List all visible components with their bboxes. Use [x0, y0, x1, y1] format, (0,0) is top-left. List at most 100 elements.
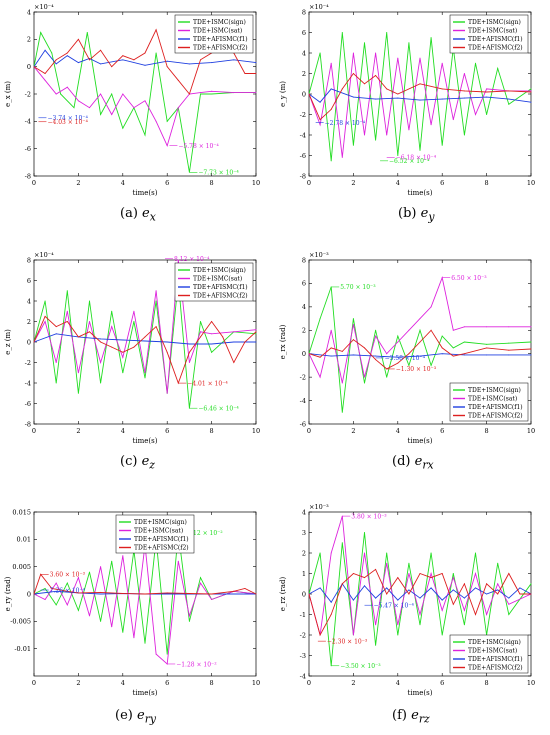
data-point: [508, 354, 510, 356]
data-point: [122, 356, 124, 358]
data-point: [55, 93, 57, 95]
data-point: [100, 49, 102, 51]
annotation-label: 7.26 × 10⁻⁴: [50, 587, 86, 594]
data-point: [55, 382, 57, 384]
data-point: [486, 583, 488, 585]
data-point: [188, 351, 190, 353]
data-point: [77, 100, 79, 102]
data-point: [66, 582, 68, 584]
legend-label: TDE+ISMC(sign): [193, 267, 246, 274]
legend-label: TDE+AFISMC(f2): [193, 45, 248, 52]
data-point: [77, 62, 79, 64]
legend-label: TDE+AFISMC(f2): [468, 413, 523, 420]
data-point: [408, 42, 410, 44]
data-point: [452, 603, 454, 605]
data-point: [530, 90, 532, 92]
data-point: [508, 90, 510, 92]
data-point: [486, 614, 488, 615]
data-point: [144, 336, 146, 338]
data-point: [419, 355, 421, 357]
data-point: [308, 593, 310, 595]
annotation-label: −1.28 × 10⁻²: [176, 661, 217, 668]
data-point: [233, 590, 235, 592]
data-point: [441, 599, 443, 601]
data-point: [166, 145, 168, 147]
legend: TDE+ISMC(sign) TDE+ISMC(sat)TDE+AFISMC(f1…: [174, 14, 254, 54]
data-point: [319, 101, 321, 103]
data-point: [188, 343, 190, 345]
annotation-label: −3.74 × 10⁻⁴: [47, 115, 88, 122]
x-axis-label: time(s): [133, 689, 158, 697]
chart-ez: 0 2 4 6 8 10 -8 -6 -4 -2 0 2 4 6 8 time(s) e_z (m) ×10⁻⁴ 8…: [4, 251, 260, 445]
y-tick-label: 8: [27, 256, 31, 264]
y-tick-label: -4: [25, 118, 31, 126]
data-point: [100, 566, 102, 568]
data-point: [89, 59, 90, 61]
data-point: [319, 124, 321, 126]
data-point: [319, 376, 321, 378]
data-point: [111, 626, 113, 628]
data-point: [408, 562, 410, 564]
data-point: [255, 73, 257, 74]
y-axis-label: e_z (m): [4, 329, 12, 355]
data-point: [177, 259, 179, 261]
data-point: [166, 392, 168, 394]
data-point: [486, 114, 488, 115]
data-point: [375, 75, 377, 77]
data-point: [364, 382, 365, 384]
data-point: [397, 624, 399, 626]
x-tick-label: 8: [210, 427, 214, 435]
data-point: [233, 593, 235, 595]
data-point: [452, 347, 454, 349]
data-point: [155, 300, 157, 302]
annotation-label: −1.30 × 10⁻³: [396, 366, 437, 373]
data-point: [430, 587, 432, 589]
caption-ery: (e) ery: [115, 708, 156, 726]
x-tick-label: 0: [307, 427, 311, 435]
data-point: [386, 134, 388, 136]
x-tick-label: 4: [121, 427, 125, 435]
series-line-1: [308, 286, 532, 413]
x-tick-label: 10: [527, 179, 535, 187]
data-point: [111, 326, 113, 328]
data-point: [188, 615, 190, 617]
data-point: [177, 107, 179, 109]
scale-label: ×10⁻⁴: [34, 251, 54, 259]
data-point: [66, 321, 68, 322]
caption-label: (e): [115, 708, 133, 723]
data-point: [408, 364, 410, 366]
data-point: [77, 372, 79, 374]
data-point: [100, 620, 102, 622]
data-point: [40, 32, 42, 33]
data-point: [144, 593, 146, 595]
data-point: [330, 347, 332, 349]
data-point: [386, 376, 388, 378]
data-point: [352, 339, 354, 341]
data-point: [397, 634, 399, 636]
data-point: [33, 341, 35, 343]
y-tick-label: -8: [25, 420, 31, 428]
data-point: [133, 637, 135, 639]
data-point: [144, 52, 146, 54]
data-point: [33, 593, 35, 595]
data-point: [89, 300, 90, 302]
y-tick-label: 6: [27, 277, 31, 285]
data-point: [319, 52, 321, 54]
data-point: [44, 598, 46, 600]
data-point: [155, 653, 157, 655]
data-point: [375, 355, 377, 357]
data-point: [486, 354, 488, 356]
data-point: [330, 62, 332, 64]
x-tick-label: 4: [396, 179, 400, 187]
data-point: [200, 582, 201, 584]
annotation-label: −3.50 × 10⁻³: [340, 663, 381, 670]
data-point: [352, 52, 354, 54]
data-point: [430, 37, 432, 39]
data-point: [111, 114, 113, 115]
data-point: [211, 351, 213, 353]
data-point: [375, 644, 377, 646]
data-point: [111, 310, 113, 312]
data-point: [177, 560, 179, 562]
y-tick-label: -4: [25, 379, 31, 387]
data-point: [255, 62, 257, 64]
